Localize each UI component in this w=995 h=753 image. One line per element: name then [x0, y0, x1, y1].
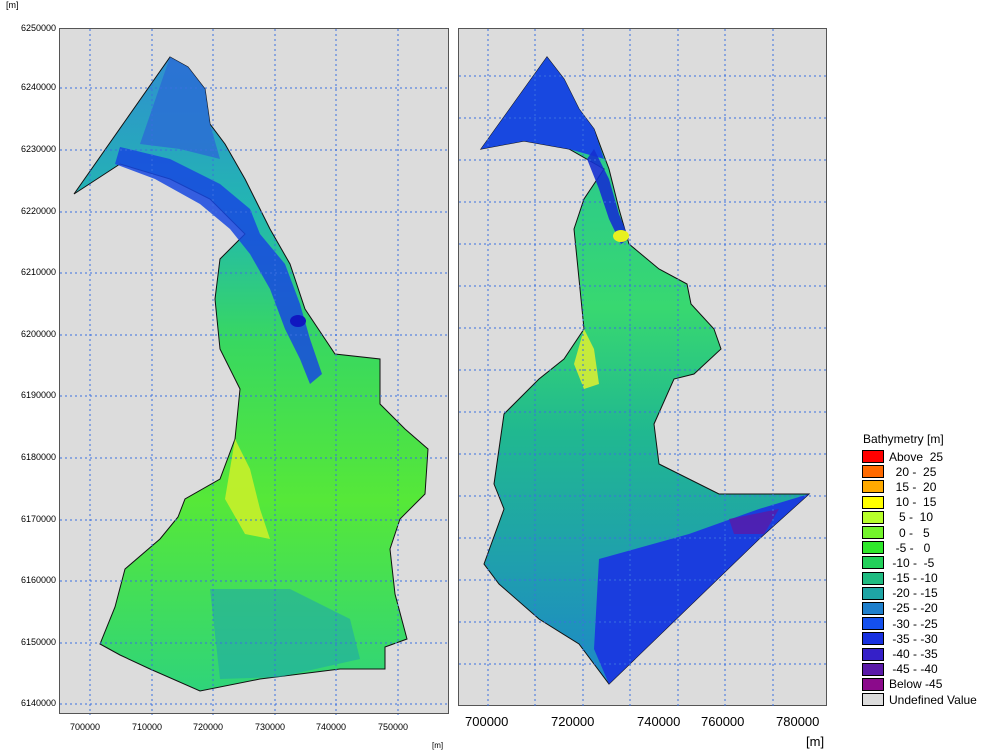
legend-item: Above 25 — [862, 449, 992, 464]
left-y-tick: 6200000 — [20, 329, 56, 339]
legend-label: -40 - -35 — [889, 647, 938, 662]
legend-label: 10 - 15 — [889, 495, 937, 510]
legend-label: 20 - 25 — [889, 464, 937, 479]
legend-item: 15 - 20 — [862, 479, 992, 494]
left-map-canvas — [60, 29, 450, 715]
right-x-tick: 720000 — [551, 714, 595, 729]
left-model-domain — [73, 56, 429, 692]
legend-item: Below -45 — [862, 677, 992, 692]
legend-label: Above 25 — [889, 449, 944, 464]
legend-item: -30 - -25 — [862, 616, 992, 631]
left-x-tick: 740000 — [316, 722, 347, 732]
legend-label: -45 - -40 — [889, 662, 938, 677]
legend-swatch — [862, 556, 884, 570]
legend-swatch — [862, 617, 884, 631]
right-grid — [459, 29, 828, 707]
left-y-tick: 6140000 — [20, 698, 56, 708]
left-y-tick: 6210000 — [20, 267, 56, 277]
legend-swatch — [862, 586, 884, 600]
legend-item: -5 - 0 — [862, 540, 992, 555]
legend-label: Below -45 — [889, 677, 943, 692]
left-y-tick: 6220000 — [20, 206, 56, 216]
legend-item: -40 - -35 — [862, 646, 992, 661]
legend-item: -35 - -30 — [862, 631, 992, 646]
left-shallow-shore — [225, 439, 270, 539]
legend-label: -10 - -5 — [889, 555, 935, 570]
right-x-tick: 740000 — [637, 714, 681, 729]
left-x-tick: 720000 — [193, 722, 224, 732]
bathymetry-legend: Bathymetry [m] Above 25 20 - 25 15 - 20 … — [862, 432, 992, 707]
y-axis-unit-label: [m] — [6, 0, 19, 10]
legend-label: -15 - -10 — [889, 571, 938, 586]
left-x-tick: 710000 — [132, 722, 163, 732]
legend-item: -15 - -10 — [862, 571, 992, 586]
left-y-tick: 6190000 — [20, 390, 56, 400]
legend-swatch — [862, 495, 884, 509]
left-bathymetry-map[interactable] — [59, 28, 450, 715]
left-south-basin — [210, 589, 360, 679]
legend-item: 10 - 15 — [862, 495, 992, 510]
legend-item: Undefined Value — [862, 692, 992, 707]
left-y-tick: 6160000 — [20, 575, 56, 585]
legend-label: -30 - -25 — [889, 616, 938, 631]
legend-item: -45 - -40 — [862, 662, 992, 677]
legend-item: 5 - 10 — [862, 510, 992, 525]
right-x-tick: 780000 — [776, 714, 820, 729]
legend-swatch — [862, 510, 884, 524]
right-deep-southeast — [594, 494, 809, 684]
right-north-basin — [481, 57, 604, 159]
left-y-tick: 6170000 — [20, 514, 56, 524]
left-deep-hole — [290, 315, 306, 327]
legend-swatch — [862, 480, 884, 494]
legend-label: 0 - 5 — [889, 525, 930, 540]
left-north-basin — [140, 57, 220, 159]
right-x-tick: 700000 — [465, 714, 509, 729]
left-x-tick: 700000 — [70, 722, 101, 732]
legend-item: -10 - -5 — [862, 555, 992, 570]
left-y-tick: 6180000 — [20, 452, 56, 462]
legend-swatch — [862, 526, 884, 540]
legend-swatch — [862, 450, 884, 464]
legend-label: 5 - 10 — [889, 510, 934, 525]
legend-swatch — [862, 693, 884, 707]
left-x-tick: 730000 — [255, 722, 286, 732]
legend-label: 15 - 20 — [889, 479, 937, 494]
legend-label: -35 - -30 — [889, 631, 938, 646]
right-map-canvas — [459, 29, 828, 707]
legend-rows: Above 25 20 - 25 15 - 20 10 - 15 5 - 10 … — [862, 449, 992, 707]
legend-swatch — [862, 632, 884, 646]
legend-item: -25 - -20 — [862, 601, 992, 616]
legend-swatch — [862, 677, 884, 691]
legend-label: Undefined Value — [889, 692, 977, 707]
legend-item: 0 - 5 — [862, 525, 992, 540]
right-shallow-shore — [574, 329, 599, 389]
legend-swatch — [862, 662, 884, 676]
legend-swatch — [862, 647, 884, 661]
legend-item: 20 - 25 — [862, 464, 992, 479]
left-x-tick: 750000 — [378, 722, 409, 732]
right-deep-channel — [587, 149, 629, 244]
legend-label: -25 - -20 — [889, 601, 938, 616]
legend-swatch — [862, 465, 884, 479]
legend-item: -20 - -15 — [862, 586, 992, 601]
left-y-tick: 6250000 — [20, 23, 56, 33]
right-southeast-hole — [729, 509, 779, 534]
right-bathymetry-map[interactable] — [458, 28, 828, 707]
legend-swatch — [862, 571, 884, 585]
left-grid — [60, 29, 450, 715]
legend-swatch — [862, 601, 884, 615]
legend-label: -5 - 0 — [889, 540, 931, 555]
left-y-tick: 6230000 — [20, 144, 56, 154]
legend-title: Bathymetry [m] — [863, 432, 944, 446]
left-deep-channel — [115, 147, 322, 384]
left-y-tick: 6240000 — [20, 82, 56, 92]
legend-label: -20 - -15 — [889, 586, 938, 601]
right-shoal — [613, 230, 629, 242]
legend-swatch — [862, 541, 884, 555]
right-x-axis-unit-label: [m] — [806, 734, 825, 749]
left-x-axis-unit-label: [m] — [432, 741, 444, 750]
left-y-tick: 6150000 — [20, 637, 56, 647]
right-x-tick: 760000 — [701, 714, 745, 729]
